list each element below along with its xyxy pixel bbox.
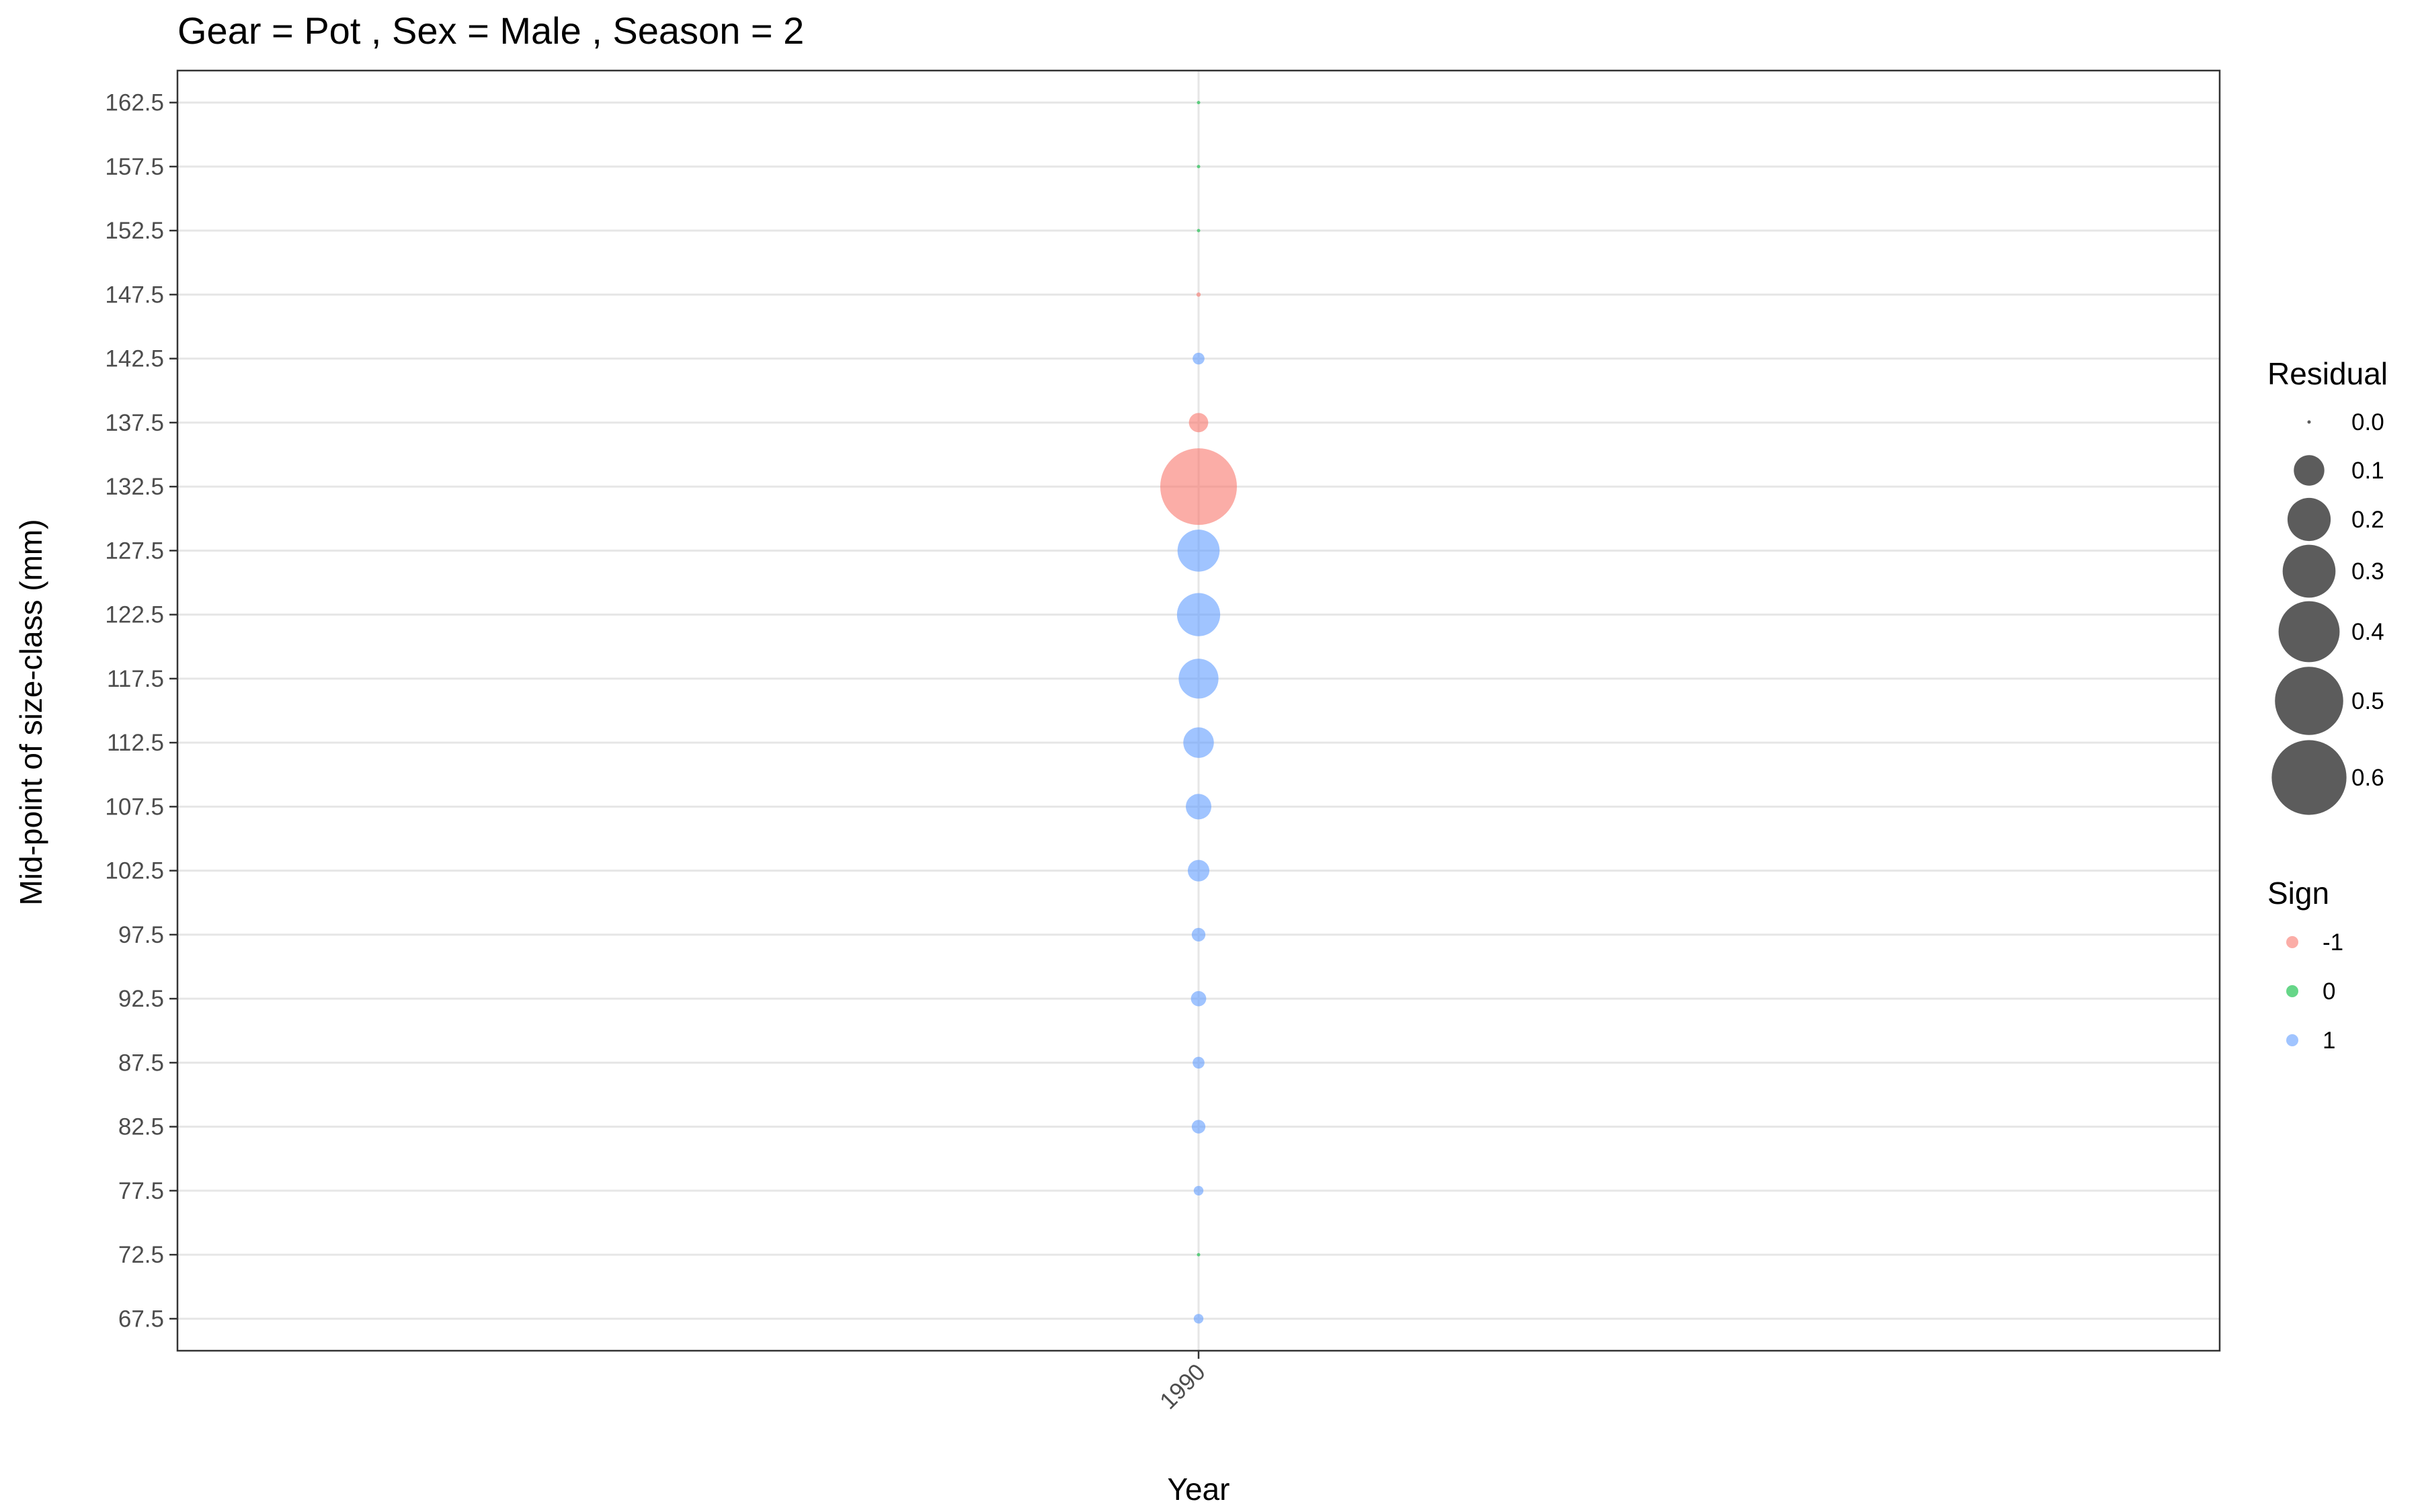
bubble-0 [1193, 1314, 1204, 1324]
legend-sign-key-2 [2286, 1034, 2298, 1046]
legend-residual-key-4 [2278, 601, 2340, 663]
bubble-2 [1193, 1185, 1204, 1196]
legend-residual-key-2 [2287, 497, 2331, 542]
y-tick-label-7: 102.5 [105, 858, 164, 884]
legend-residual-key-0 [2307, 420, 2311, 424]
legend-residual-label-0: 0.0 [2351, 409, 2384, 435]
bubble-16 [1196, 292, 1201, 297]
legend-residual-key-6 [2271, 740, 2347, 815]
legend-residual-title: Residual [2267, 356, 2388, 391]
legend-residual-key-5 [2275, 667, 2343, 735]
bubble-4 [1193, 1056, 1205, 1069]
y-tick-label-15: 142.5 [105, 346, 164, 372]
y-tick-label-9: 112.5 [107, 730, 164, 756]
bubble-7 [1187, 859, 1210, 882]
bubble-1 [1197, 1253, 1201, 1257]
x-axis: 1990 [1155, 1351, 1211, 1415]
y-tick-label-13: 132.5 [105, 474, 164, 500]
y-tick-label-14: 137.5 [105, 410, 164, 436]
x-tick-label-0: 1990 [1155, 1359, 1211, 1415]
x-axis-title: Year [1168, 1472, 1230, 1507]
bubble-8 [1186, 794, 1211, 820]
bubble-11 [1176, 593, 1221, 636]
legend-sign: Sign -1 0 1 [2267, 876, 2343, 1054]
legend-residual-label-1: 0.1 [2351, 458, 2384, 484]
legend-sign-label-1: 0 [2323, 978, 2335, 1005]
y-axis: 67.5 72.5 77.5 82.5 87.5 92.5 97.5 102.5 107.5 11… [105, 90, 177, 1332]
bubble-10 [1178, 659, 1219, 699]
bubble-19 [1197, 101, 1201, 105]
bubble-15 [1193, 352, 1205, 365]
bubble-18 [1197, 165, 1201, 169]
grid-lines [177, 71, 2220, 1351]
y-tick-label-6: 97.5 [118, 922, 164, 948]
bubble-6 [1191, 927, 1206, 942]
y-tick-label-2: 77.5 [118, 1178, 164, 1204]
legend-residual-label-5: 0.5 [2351, 688, 2384, 714]
bubble-13 [1160, 448, 1237, 526]
y-tick-label-16: 147.5 [105, 282, 164, 308]
y-tick-label-1: 72.5 [118, 1242, 164, 1268]
bubble-14 [1188, 413, 1209, 433]
data-points [1160, 101, 1237, 1324]
legend-residual-label-2: 0.2 [2351, 507, 2384, 533]
bubble-17 [1197, 228, 1201, 233]
legend-residual: Residual 0.0 0.1 0.2 0.3 0.4 0.5 0.6 [2267, 356, 2388, 815]
legend-residual-label-3: 0.3 [2351, 558, 2384, 585]
y-tick-label-19: 162.5 [105, 90, 164, 116]
legend-residual-label-4: 0.4 [2351, 619, 2384, 645]
bubble-9 [1183, 727, 1214, 758]
y-axis-title: Mid-point of size-class (mm) [13, 519, 48, 905]
chart-title: Gear = Pot , Sex = Male , Season = 2 [177, 9, 804, 52]
y-tick-label-17: 152.5 [105, 218, 164, 244]
legend-sign-key-0 [2286, 936, 2298, 948]
y-tick-label-0: 67.5 [118, 1306, 164, 1332]
legend-sign-label-2: 1 [2323, 1027, 2335, 1054]
bubble-12 [1177, 530, 1220, 572]
legend-residual-key-3 [2282, 544, 2336, 598]
legend-sign-key-1 [2286, 985, 2298, 997]
y-tick-label-12: 127.5 [105, 538, 164, 564]
legend-sign-label-0: -1 [2323, 929, 2343, 956]
legend-residual-key-1 [2294, 455, 2325, 486]
bubble-3 [1191, 1120, 1206, 1134]
y-tick-label-5: 92.5 [118, 986, 164, 1012]
y-tick-label-3: 82.5 [118, 1114, 164, 1140]
legend-residual-label-6: 0.6 [2351, 765, 2384, 791]
y-tick-label-4: 87.5 [118, 1050, 164, 1076]
legend-sign-title: Sign [2267, 876, 2329, 911]
y-tick-label-11: 122.5 [105, 602, 164, 628]
bubble-5 [1191, 991, 1207, 1007]
y-tick-label-8: 107.5 [105, 794, 164, 820]
y-tick-label-18: 157.5 [105, 154, 164, 180]
y-tick-label-10: 117.5 [107, 666, 164, 692]
